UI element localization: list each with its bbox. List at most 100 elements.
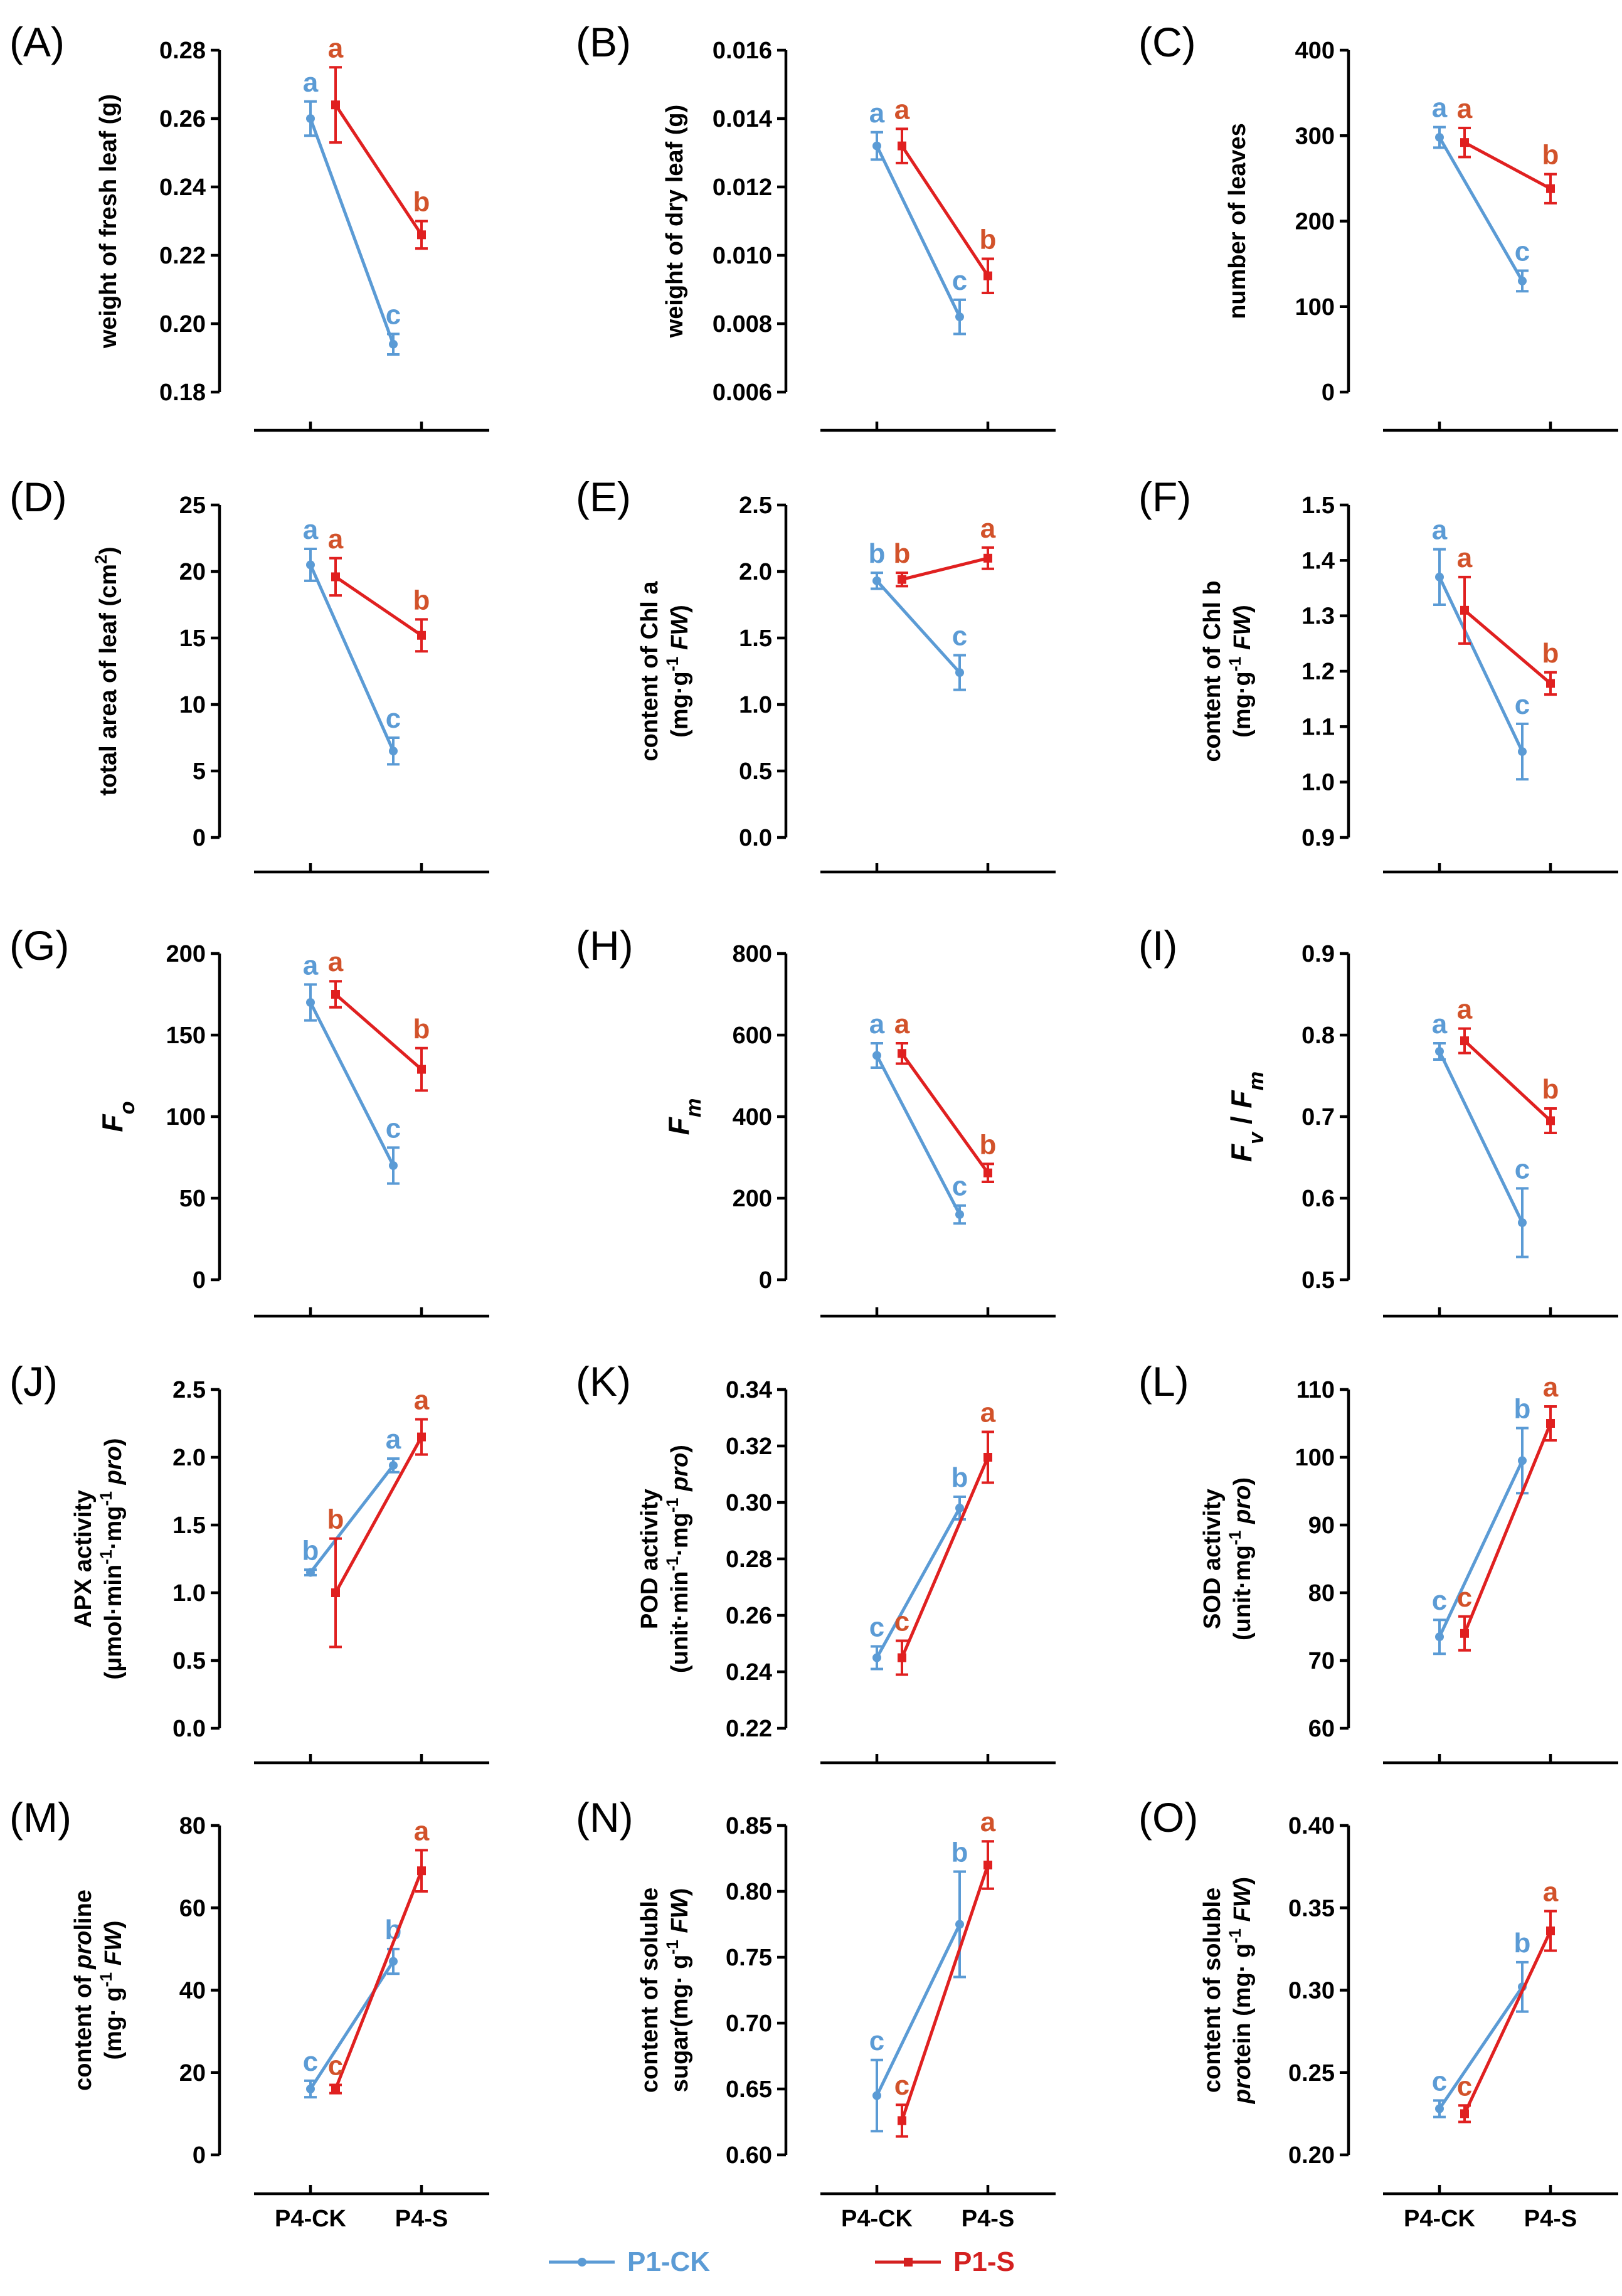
y-tick-label: 0.80 xyxy=(726,1879,772,1905)
significance-letter: b xyxy=(413,585,430,615)
series-line xyxy=(1463,1423,1552,1634)
series-line xyxy=(1463,609,1552,685)
y-tick-label: 0 xyxy=(193,2142,206,2169)
series-p1-s: ca xyxy=(894,1398,996,1676)
y-tick-label: 100 xyxy=(1295,1445,1335,1471)
x-category-label: P4-S xyxy=(1524,2206,1577,2232)
panel-label: (N) xyxy=(576,1794,633,1841)
series-line xyxy=(309,1464,395,1574)
y-tick-label: 0.5 xyxy=(739,758,772,785)
data-point xyxy=(872,141,881,151)
panel-o: (O) 0.20 0.25 0.30 0.35 0.40 content of solubl… xyxy=(1138,1794,1618,2232)
series-line xyxy=(875,1055,962,1216)
data-point xyxy=(983,1861,992,1869)
y-axis-label: (mg·g-1 FW) xyxy=(1226,605,1256,737)
significance-letter: c xyxy=(952,621,967,652)
series-p1-ck: ac xyxy=(1432,515,1530,781)
significance-letter: b xyxy=(869,538,886,569)
significance-letter: c xyxy=(894,1607,909,1637)
y-axis-label: (unit·min-1·mg-1 pro) xyxy=(663,1445,693,1673)
y-tick-label: 0.75 xyxy=(726,1945,772,1971)
significance-letter: c xyxy=(386,299,401,330)
y-tick-label: 50 xyxy=(179,1186,206,1212)
series-p1-s: ab xyxy=(1457,93,1559,205)
data-point xyxy=(983,1453,992,1462)
y-axis-label: weight of fresh leaf (g) xyxy=(95,94,122,349)
significance-letter: a xyxy=(414,1385,430,1416)
significance-letter: a xyxy=(328,524,344,555)
data-point xyxy=(389,339,398,349)
significance-letter: a xyxy=(894,94,910,125)
y-tick-label: 60 xyxy=(1308,1716,1335,1742)
y-tick-label: 0.0 xyxy=(739,825,772,851)
panel-label: (H) xyxy=(576,922,633,969)
series-p1-s: ca xyxy=(328,1815,430,2095)
y-tick-label: 0.24 xyxy=(159,174,206,201)
y-tick-label: 0.006 xyxy=(713,380,772,406)
data-point xyxy=(1435,2104,1444,2113)
y-tick-label: 100 xyxy=(166,1104,206,1130)
panel-label: (M) xyxy=(9,1794,72,1841)
y-tick-label: 15 xyxy=(179,625,206,652)
y-axis-label: (μmol·min-1·mg-1 pro) xyxy=(97,1438,127,1679)
x-category-label: P4-CK xyxy=(275,2206,347,2232)
significance-letter: a xyxy=(414,1815,430,1846)
x-category-label: P4-S xyxy=(962,2206,1014,2232)
panel-label: (O) xyxy=(1138,1794,1198,1841)
data-point xyxy=(417,1432,426,1442)
data-point xyxy=(1546,1419,1555,1428)
significance-letter: a xyxy=(894,1009,910,1039)
series-line xyxy=(309,118,395,345)
y-axis-label: Fv / Fm xyxy=(1225,1071,1268,1162)
y-tick-label: 1.3 xyxy=(1301,603,1335,630)
y-tick-label: 2.0 xyxy=(739,559,772,585)
significance-letter: a xyxy=(1432,1009,1448,1039)
significance-letter: c xyxy=(1432,2066,1447,2097)
y-axis-label: content of soluble xyxy=(637,1888,663,2093)
significance-letter: c xyxy=(386,703,401,734)
data-point xyxy=(1546,184,1555,193)
series-p1-ck: ac xyxy=(869,1009,967,1225)
significance-letter: a xyxy=(303,67,319,98)
data-point xyxy=(898,1653,906,1662)
series-p1-ck: ac xyxy=(1432,93,1530,293)
y-tick-label: 400 xyxy=(733,1104,772,1130)
series-p1-ck: ac xyxy=(303,67,401,356)
y-axis-label: Fo xyxy=(96,1101,139,1132)
series-p1-s: ab xyxy=(328,524,430,653)
y-tick-label: 0.85 xyxy=(726,1813,772,1839)
series-line xyxy=(1438,1460,1524,1638)
significance-letter: b xyxy=(894,538,911,569)
y-axis-label: SOD activity xyxy=(1199,1489,1226,1629)
panel-m: (M) 0 20 40 60 80 content of proline(mg· g-1 F… xyxy=(9,1794,489,2232)
series-p1-ck: cb xyxy=(303,1915,401,2099)
data-point xyxy=(983,553,992,563)
significance-letter: c xyxy=(952,1171,967,1202)
y-tick-label: 0 xyxy=(759,1267,772,1294)
y-axis-label: sugar(mg· g-1 FW) xyxy=(663,1888,693,2093)
series-line xyxy=(1438,1050,1524,1224)
series-line xyxy=(1438,1985,1524,2110)
data-point xyxy=(306,560,315,570)
significance-letter: a xyxy=(980,513,996,544)
data-point xyxy=(1460,605,1469,615)
y-axis-label: content of Chl b xyxy=(1199,580,1226,762)
y-tick-label: 0.35 xyxy=(1288,1895,1335,1921)
data-point xyxy=(306,1568,315,1577)
y-tick-label: 0.22 xyxy=(726,1716,772,1742)
data-point xyxy=(1460,2109,1469,2118)
series-line xyxy=(875,1923,962,2097)
series-line xyxy=(1438,136,1524,282)
significance-letter: a xyxy=(303,950,319,981)
y-tick-label: 70 xyxy=(1308,1648,1335,1674)
significance-letter: b xyxy=(1542,1074,1559,1105)
series-line xyxy=(334,1436,423,1594)
series-line xyxy=(875,145,962,318)
panel-a: (A) 0.18 0.20 0.22 0.24 0.26 0.28 weight of fre… xyxy=(9,19,489,432)
series-line xyxy=(900,1864,990,2122)
significance-letter: a xyxy=(386,1424,401,1455)
series-line xyxy=(334,993,423,1071)
data-point xyxy=(898,1049,906,1058)
